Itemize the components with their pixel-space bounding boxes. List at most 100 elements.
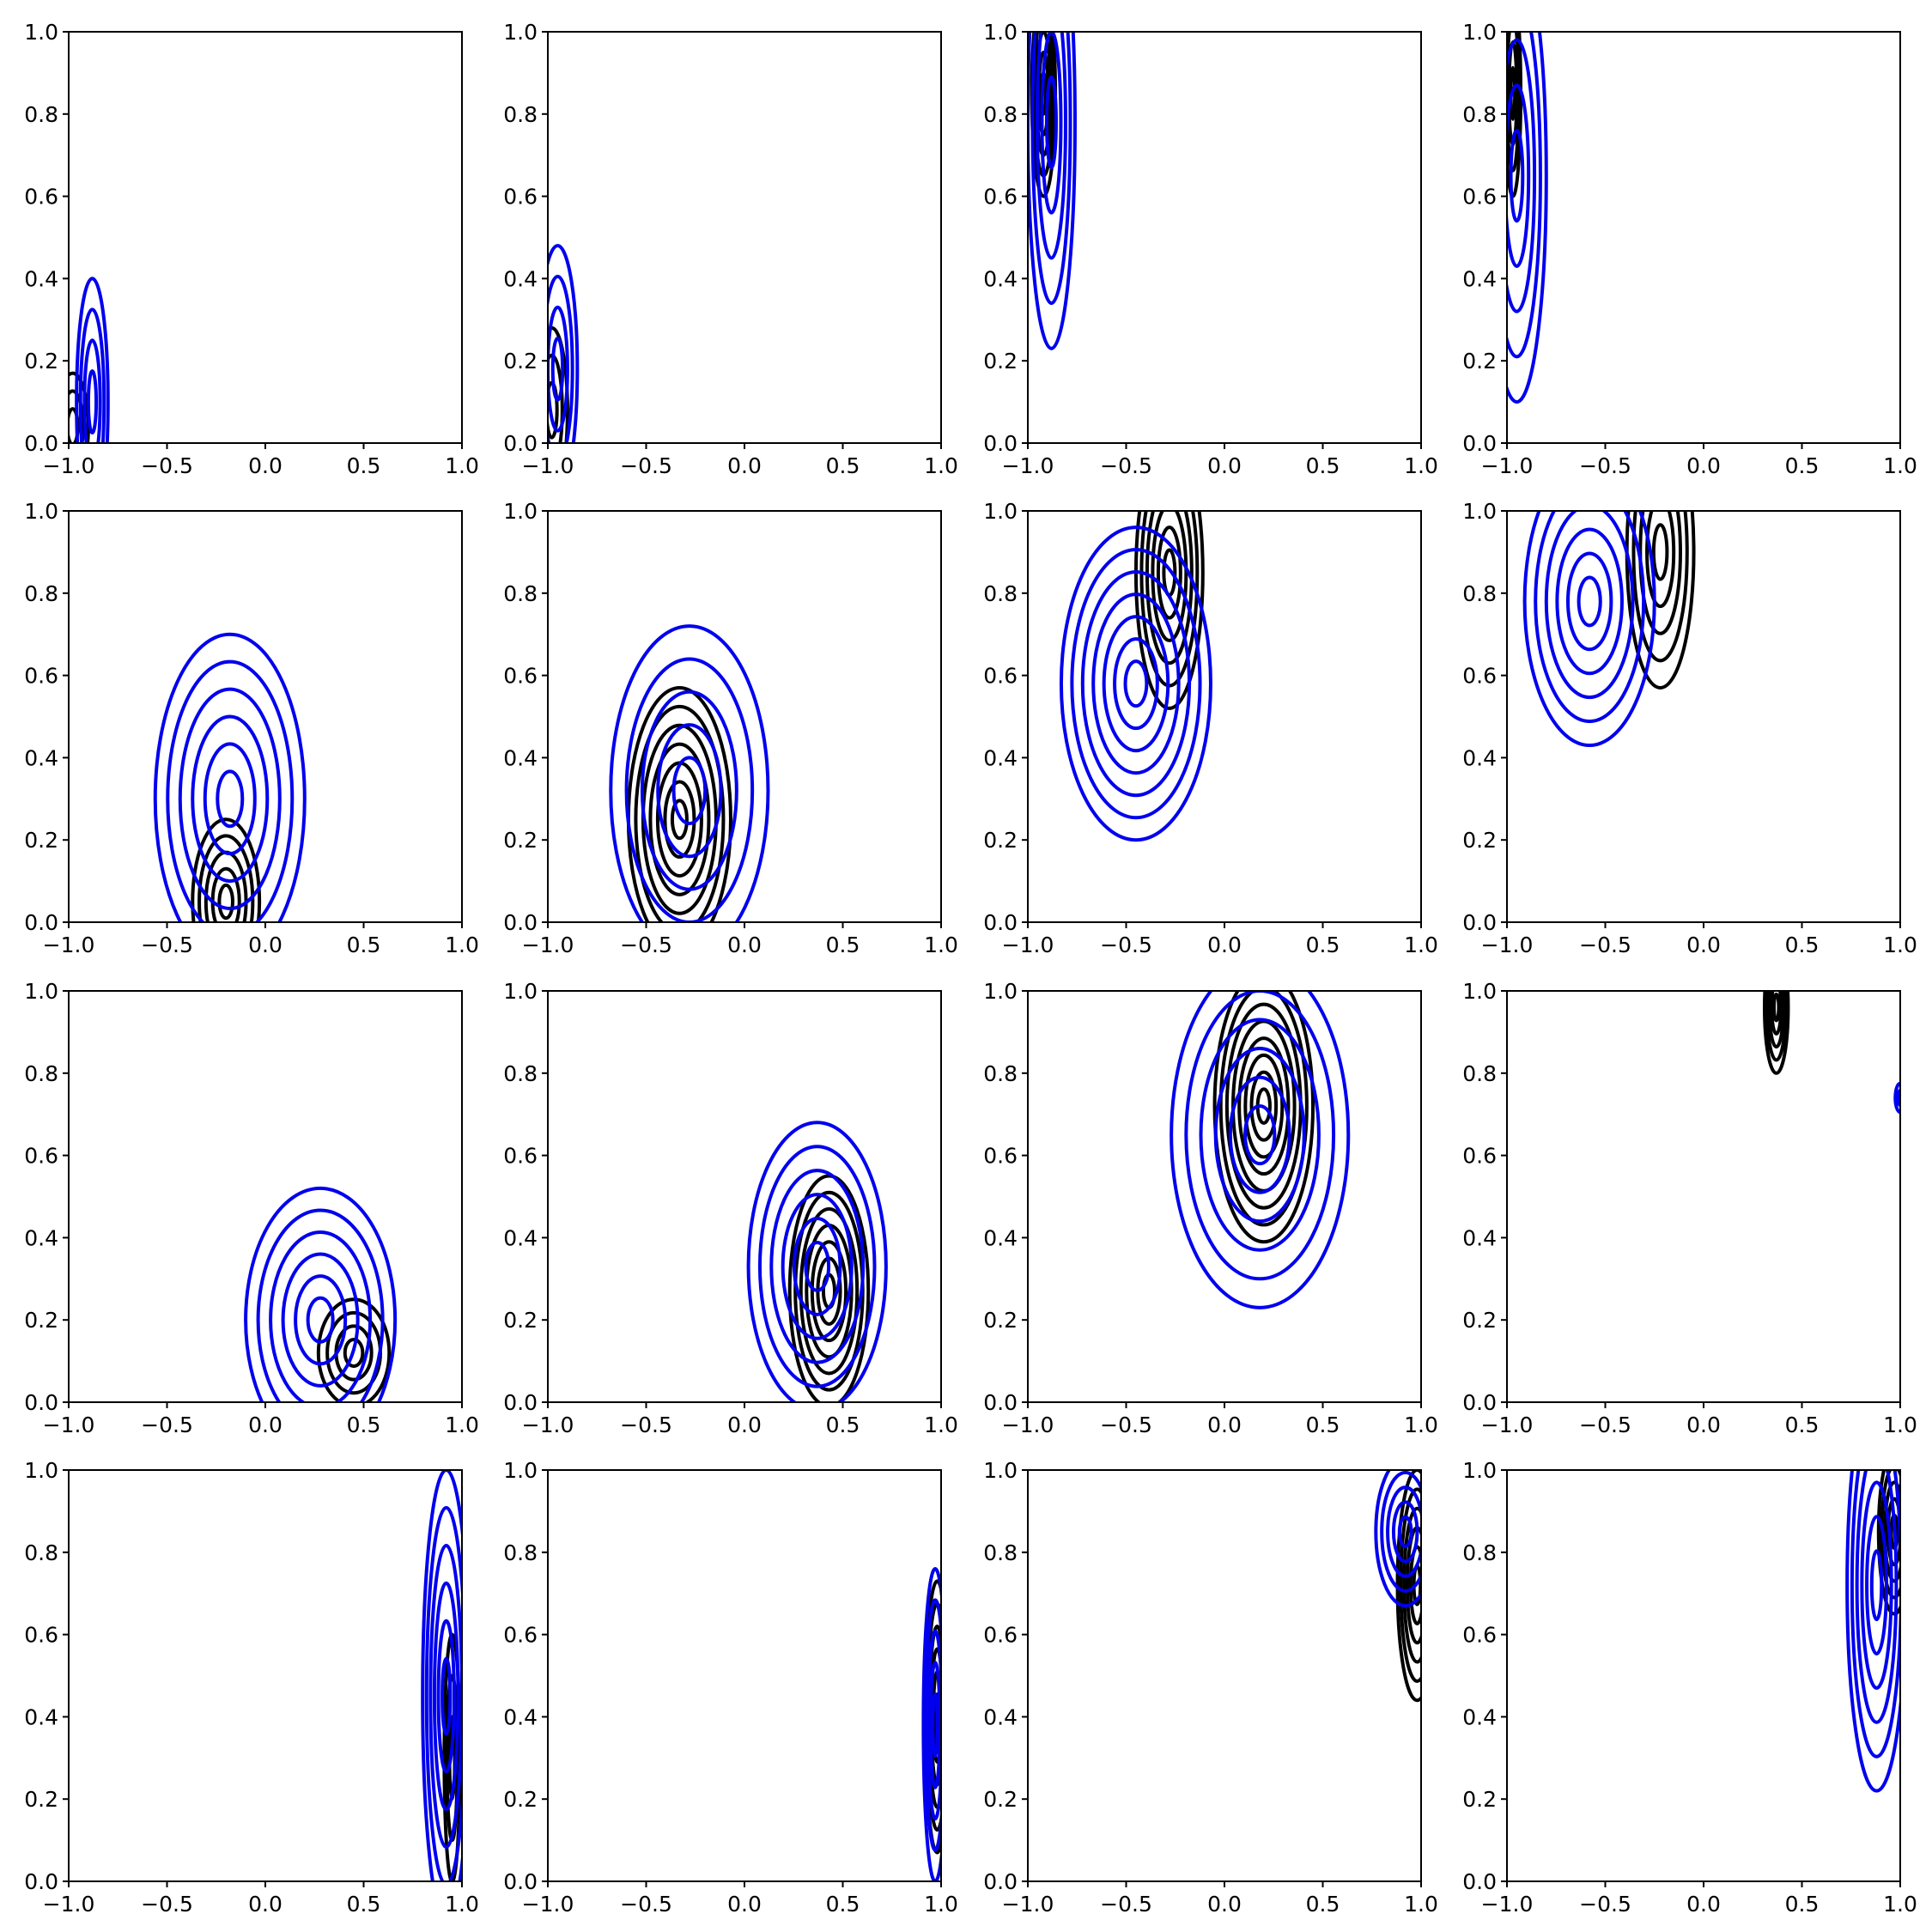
subplot-1-4: −1.0 −0.5 0.0 0.5 1.0 0.0 0.2 0.4 0.6 0.8 1.0 <box>1462 20 1917 478</box>
x-tick-label: 0.0 <box>248 933 283 957</box>
blue-contour-level-4 <box>1030 32 1072 306</box>
y-tick-label: 0.6 <box>983 1144 1018 1169</box>
black-contour-level-2 <box>1645 511 1676 609</box>
y-tick-label: 0.4 <box>503 745 538 770</box>
axes-frame <box>547 1469 942 1882</box>
blue-contour-level-6 <box>1845 1470 1900 1793</box>
x-tick-label: 0.5 <box>1785 933 1820 957</box>
y-tick-label: 1.0 <box>24 1458 58 1483</box>
y-tick-label: 0.8 <box>24 1540 58 1565</box>
x-tick-label: 1.0 <box>1404 1413 1438 1437</box>
x-tick-label: −1.0 <box>1002 1892 1054 1917</box>
y-tick-label: 1.0 <box>1462 979 1497 1004</box>
y-tick-label: 0.6 <box>24 664 58 689</box>
axes-frame <box>1027 510 1422 923</box>
blue-contour-level-5 <box>424 1505 462 1881</box>
y-tick-label: 0.6 <box>24 185 58 210</box>
contour-area <box>746 1121 888 1402</box>
blue-contour-level-5 <box>1534 511 1646 724</box>
y-tick-label: 0.4 <box>503 1704 538 1729</box>
contour-area <box>69 276 110 443</box>
blue-contour-level-1 <box>216 769 245 829</box>
black-contour-level-7 <box>787 1174 871 1402</box>
y-tick-label: 0.0 <box>983 1869 1018 1894</box>
subplot-3-4: −1.0 −0.5 0.0 0.5 1.0 0.0 0.2 0.4 0.6 0.8 1.0 <box>1462 979 1917 1437</box>
subplot-1-3: −1.0 −0.5 0.0 0.5 1.0 0.0 0.2 0.4 0.6 0.8 1.0 <box>983 20 1438 478</box>
contour-area <box>1522 511 1696 747</box>
x-tick-label: −1.0 <box>43 1892 95 1917</box>
y-tick-label: 0.6 <box>983 664 1018 689</box>
black-contour-level-1 <box>1651 523 1669 581</box>
blue-contour-level-1 <box>804 1240 831 1292</box>
blue-contour-level-3 <box>781 1193 854 1340</box>
x-tick-label: −1.0 <box>43 1413 95 1437</box>
black-contour-level-4 <box>1237 1036 1291 1176</box>
black-contour-level-3 <box>1151 511 1188 642</box>
blue-contour-level-4 <box>1544 511 1635 700</box>
y-tick-label: 1.0 <box>503 20 538 45</box>
blue-contour-level-1 <box>86 369 99 435</box>
contour-area <box>1059 511 1212 842</box>
y-tick-label: 0.0 <box>1462 910 1497 935</box>
x-tick-label: 0.0 <box>248 453 283 478</box>
y-tick-label: 0.2 <box>24 1308 58 1333</box>
subplot-4-1: −1.0 −0.5 0.0 0.5 1.0 0.0 0.2 0.4 0.6 0.8 1.0 <box>24 1458 479 1917</box>
x-tick-label: −0.5 <box>141 1413 193 1437</box>
blue-contour-level-1 <box>1044 75 1058 170</box>
contour-area <box>1845 1470 1900 1793</box>
blue-contour-level-5 <box>609 624 770 922</box>
y-tick-label: 0.8 <box>983 102 1018 127</box>
x-tick-label: −0.5 <box>1100 1892 1152 1917</box>
y-tick-label: 0.6 <box>983 1623 1018 1648</box>
black-contour-level-6 <box>1395 1470 1421 1703</box>
x-tick-label: −1.0 <box>1481 933 1534 957</box>
x-tick-label: 0.5 <box>1306 933 1340 957</box>
y-tick-label: 1.0 <box>24 20 58 45</box>
y-tick-label: 0.6 <box>24 1144 58 1169</box>
x-tick-label: 0.5 <box>347 933 381 957</box>
x-tick-label: −0.5 <box>141 1892 193 1917</box>
blue-contour-level-1 <box>1577 575 1602 628</box>
axes-frame <box>68 31 463 444</box>
black-contour-level-5 <box>191 817 262 922</box>
blue-contour-level-2 <box>1391 1500 1419 1564</box>
blue-contour-level-1 <box>1509 128 1525 223</box>
y-tick-label: 0.2 <box>24 349 58 374</box>
y-tick-label: 0.2 <box>1462 1787 1497 1812</box>
axes-frame <box>1506 31 1901 444</box>
subplot-4-2: −1.0 −0.5 0.0 0.5 1.0 0.0 0.2 0.4 0.6 0.8 1.0 <box>503 1458 958 1917</box>
subplot-4-3: −1.0 −0.5 0.0 0.5 1.0 0.0 0.2 0.4 0.6 0.8 1.0 <box>983 1458 1438 1917</box>
blue-contour-level-3 <box>1555 527 1624 676</box>
y-tick-label: 0.0 <box>1462 1869 1497 1894</box>
black-contour-level-2 <box>1249 1070 1279 1142</box>
blue-contour-level-1 <box>1123 659 1149 708</box>
black-contour-level-3 <box>810 1240 848 1343</box>
blue-contour-level-3 <box>432 1581 460 1812</box>
y-tick-label: 1.0 <box>503 499 538 524</box>
axes-frame <box>547 31 942 444</box>
axes-frame <box>1506 1469 1901 1882</box>
y-tick-label: 0.4 <box>983 745 1018 770</box>
blue-contour-level-3 <box>926 1629 941 1821</box>
x-tick-label: 1.0 <box>1404 933 1438 957</box>
x-tick-label: 0.0 <box>727 933 762 957</box>
x-tick-label: −0.5 <box>1100 1413 1152 1437</box>
y-tick-label: 0.4 <box>1462 745 1497 770</box>
y-tick-label: 0.0 <box>1462 431 1497 456</box>
y-tick-label: 0.0 <box>503 1390 538 1415</box>
black-contour-level-4 <box>1402 1506 1421 1664</box>
x-tick-label: 1.0 <box>1404 1892 1438 1917</box>
blue-contour-level-2 <box>928 1661 941 1789</box>
y-tick-label: 0.0 <box>503 431 538 456</box>
x-tick-label: 0.0 <box>1686 1413 1721 1437</box>
blue-contour-level-4 <box>75 276 110 443</box>
x-tick-label: 0.5 <box>1306 1413 1340 1437</box>
x-tick-label: 0.0 <box>727 1413 762 1437</box>
y-tick-label: 0.0 <box>24 910 58 935</box>
y-tick-label: 0.6 <box>983 185 1018 210</box>
contour-area <box>1170 991 1351 1309</box>
blue-contour-level-6 <box>421 1470 462 1881</box>
blue-contour-level-6 <box>1522 511 1656 747</box>
contour-area <box>548 244 580 443</box>
y-tick-label: 0.2 <box>503 349 538 374</box>
